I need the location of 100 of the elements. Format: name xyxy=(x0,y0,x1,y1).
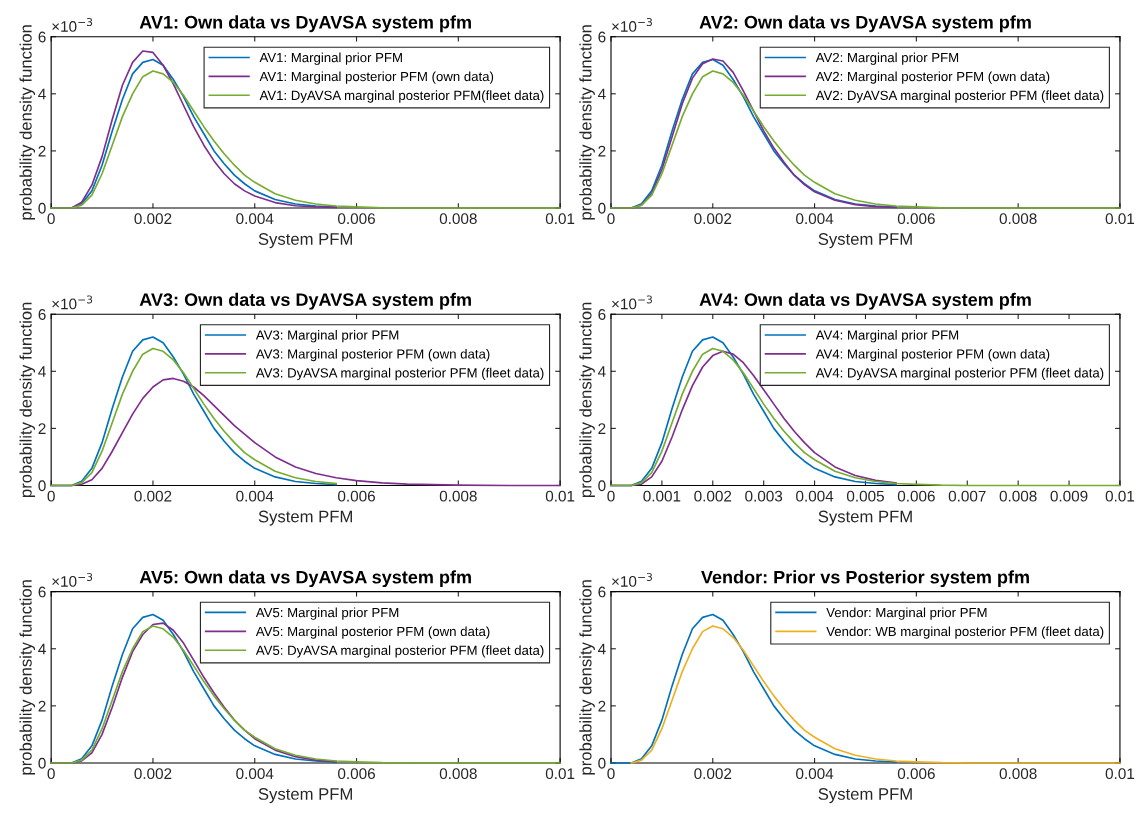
y-tick-label: 6 xyxy=(598,309,606,320)
legend-label: Vendor: Marginal prior PFM xyxy=(826,607,987,620)
x-tick-label: 0.01 xyxy=(1105,213,1135,225)
y-tick-label: 4 xyxy=(598,643,606,655)
legend-label: AV1: DyAVSA marginal posterior PFM(fleet data) xyxy=(259,90,544,103)
legend-label: AV1: Marginal posterior PFM (own data) xyxy=(259,71,494,84)
y-tick-label: 2 xyxy=(598,700,606,712)
x-tick-label: 0.006 xyxy=(897,768,935,780)
y-tick-label: 2 xyxy=(598,145,606,157)
y-axis-title: probability density function xyxy=(19,302,36,497)
legend-label: AV2: Marginal prior PFM xyxy=(815,52,959,65)
x-tick-label: 0.01 xyxy=(1105,490,1135,502)
y-tick-label: 0 xyxy=(38,202,46,214)
x-tick-label: 0.006 xyxy=(338,768,375,780)
chart-title: AV4: Own data vs DyAVSA system pfm xyxy=(699,292,1031,310)
x-tick-label: 0 xyxy=(607,768,615,780)
x-axis-title: System PFM xyxy=(258,510,352,526)
x-tick-label: 0.006 xyxy=(338,490,375,502)
text: ×10$^{−3}$ xyxy=(52,572,93,587)
x-tick-label: 0.008 xyxy=(439,768,477,780)
y-tick-label: 2 xyxy=(38,145,46,157)
x-tick-label: 0.01 xyxy=(545,768,575,780)
x-axis-title: System PFM xyxy=(258,788,352,804)
text: ×10$^{−3}$ xyxy=(612,295,652,310)
y-tick-label: 6 xyxy=(598,586,606,598)
x-tick-label: 0 xyxy=(607,490,615,502)
legend-label: AV5: DyAVSA marginal posterior PFM (fleet data) xyxy=(255,645,544,658)
x-tick-label: 0.004 xyxy=(236,213,274,225)
x-tick-label: 0.002 xyxy=(134,768,172,780)
text: ×10$^{−3}$ xyxy=(612,17,652,32)
y-axis-title: probability density function xyxy=(579,580,595,775)
x-tick-label: 0.006 xyxy=(897,490,935,502)
x-tick-label: 0.004 xyxy=(796,490,834,502)
x-tick-label: 0.002 xyxy=(694,768,732,780)
x-tick-label: 0 xyxy=(47,490,55,502)
y-axis-title: probability density function xyxy=(19,580,36,775)
y-tick-label: 6 xyxy=(38,586,46,598)
x-tick-label: 0.006 xyxy=(897,213,935,225)
y-tick-label: 4 xyxy=(38,366,46,377)
x-tick-label: 0 xyxy=(47,213,55,225)
x-tick-label: 0 xyxy=(47,768,55,780)
legend-label: AV2: Marginal posterior PFM (own data) xyxy=(815,71,1050,84)
text: ×10$^{−3}$ xyxy=(612,572,652,587)
x-tick-label: 0.002 xyxy=(134,490,172,502)
y-tick-label: 0 xyxy=(598,480,606,492)
x-tick-label: 0.002 xyxy=(694,490,732,502)
x-tick-label: 0.002 xyxy=(694,213,732,225)
y-tick-label: 2 xyxy=(38,423,46,434)
y-tick-label: 6 xyxy=(38,309,46,320)
x-tick-label: 0.004 xyxy=(796,768,834,780)
legend-label: AV3: Marginal prior PFM xyxy=(255,330,399,343)
legend-label: Vendor: WB marginal posterior PFM (fleet data) xyxy=(826,626,1104,639)
x-tick-label: 0.001 xyxy=(643,490,681,502)
x-tick-label: 0.008 xyxy=(439,490,477,502)
chart-title: AV3: Own data vs DyAVSA system pfm xyxy=(139,292,471,310)
x-tick-label: 0.004 xyxy=(236,768,274,780)
x-tick-label: 0.01 xyxy=(545,213,575,225)
chart-title: Vendor: Prior vs Posterior system pfm xyxy=(701,570,1029,588)
x-axis-title: System PFM xyxy=(818,233,912,249)
x-tick-label: 0.008 xyxy=(999,768,1037,780)
text: ×10$^{−3}$ xyxy=(52,295,93,310)
y-tick-label: 4 xyxy=(598,88,606,100)
line-series xyxy=(630,625,1121,764)
x-axis-title: System PFM xyxy=(258,233,352,249)
chart-title: AV1: Own data vs DyAVSA system pfm xyxy=(139,15,471,33)
y-tick-label: 4 xyxy=(38,643,46,655)
chart-title: AV2: Own data vs DyAVSA system pfm xyxy=(699,15,1031,33)
x-tick-label: 0.006 xyxy=(338,213,375,225)
legend-label: AV5: Marginal posterior PFM (own data) xyxy=(255,626,490,639)
x-tick-label: 0 xyxy=(607,213,615,225)
legend-label: AV4: Marginal posterior PFM (own data) xyxy=(815,348,1050,362)
y-tick-label: 4 xyxy=(38,88,46,100)
y-tick-label: 0 xyxy=(38,480,46,492)
y-tick-label: 0 xyxy=(598,757,606,769)
y-tick-label: 6 xyxy=(598,31,606,43)
x-tick-label: 0.008 xyxy=(439,213,477,225)
y-tick-label: 2 xyxy=(598,423,606,434)
y-tick-label: 6 xyxy=(38,31,46,43)
legend-label: AV5: Marginal prior PFM xyxy=(255,607,399,620)
x-tick-label: 0.005 xyxy=(846,490,884,502)
x-tick-label: 0.007 xyxy=(948,490,986,502)
x-tick-label: 0.008 xyxy=(999,213,1037,225)
x-tick-label: 0.004 xyxy=(796,213,834,225)
text: ×10$^{−3}$ xyxy=(52,17,93,32)
y-tick-label: 2 xyxy=(38,700,46,712)
y-axis-title: probability density function xyxy=(19,25,36,220)
x-tick-label: 0.003 xyxy=(745,490,783,502)
legend-label: AV2: DyAVSA marginal posterior PFM (fleet data) xyxy=(815,90,1104,103)
y-tick-label: 4 xyxy=(598,366,606,377)
x-tick-label: 0.009 xyxy=(1050,490,1088,502)
x-axis-title: System PFM xyxy=(818,510,912,526)
legend-label: AV3: Marginal posterior PFM (own data) xyxy=(255,348,490,362)
x-tick-label: 0.008 xyxy=(999,490,1037,502)
x-tick-label: 0.004 xyxy=(236,490,274,502)
x-tick-label: 0.01 xyxy=(1105,768,1135,780)
legend-label: AV1: Marginal prior PFM xyxy=(259,52,402,65)
legend-label: AV3: DyAVSA marginal posterior PFM (fleet data) xyxy=(255,367,544,381)
x-axis-title: System PFM xyxy=(818,788,912,804)
chart-title: AV5: Own data vs DyAVSA system pfm xyxy=(139,570,471,588)
y-axis-title: probability density function xyxy=(579,25,595,220)
